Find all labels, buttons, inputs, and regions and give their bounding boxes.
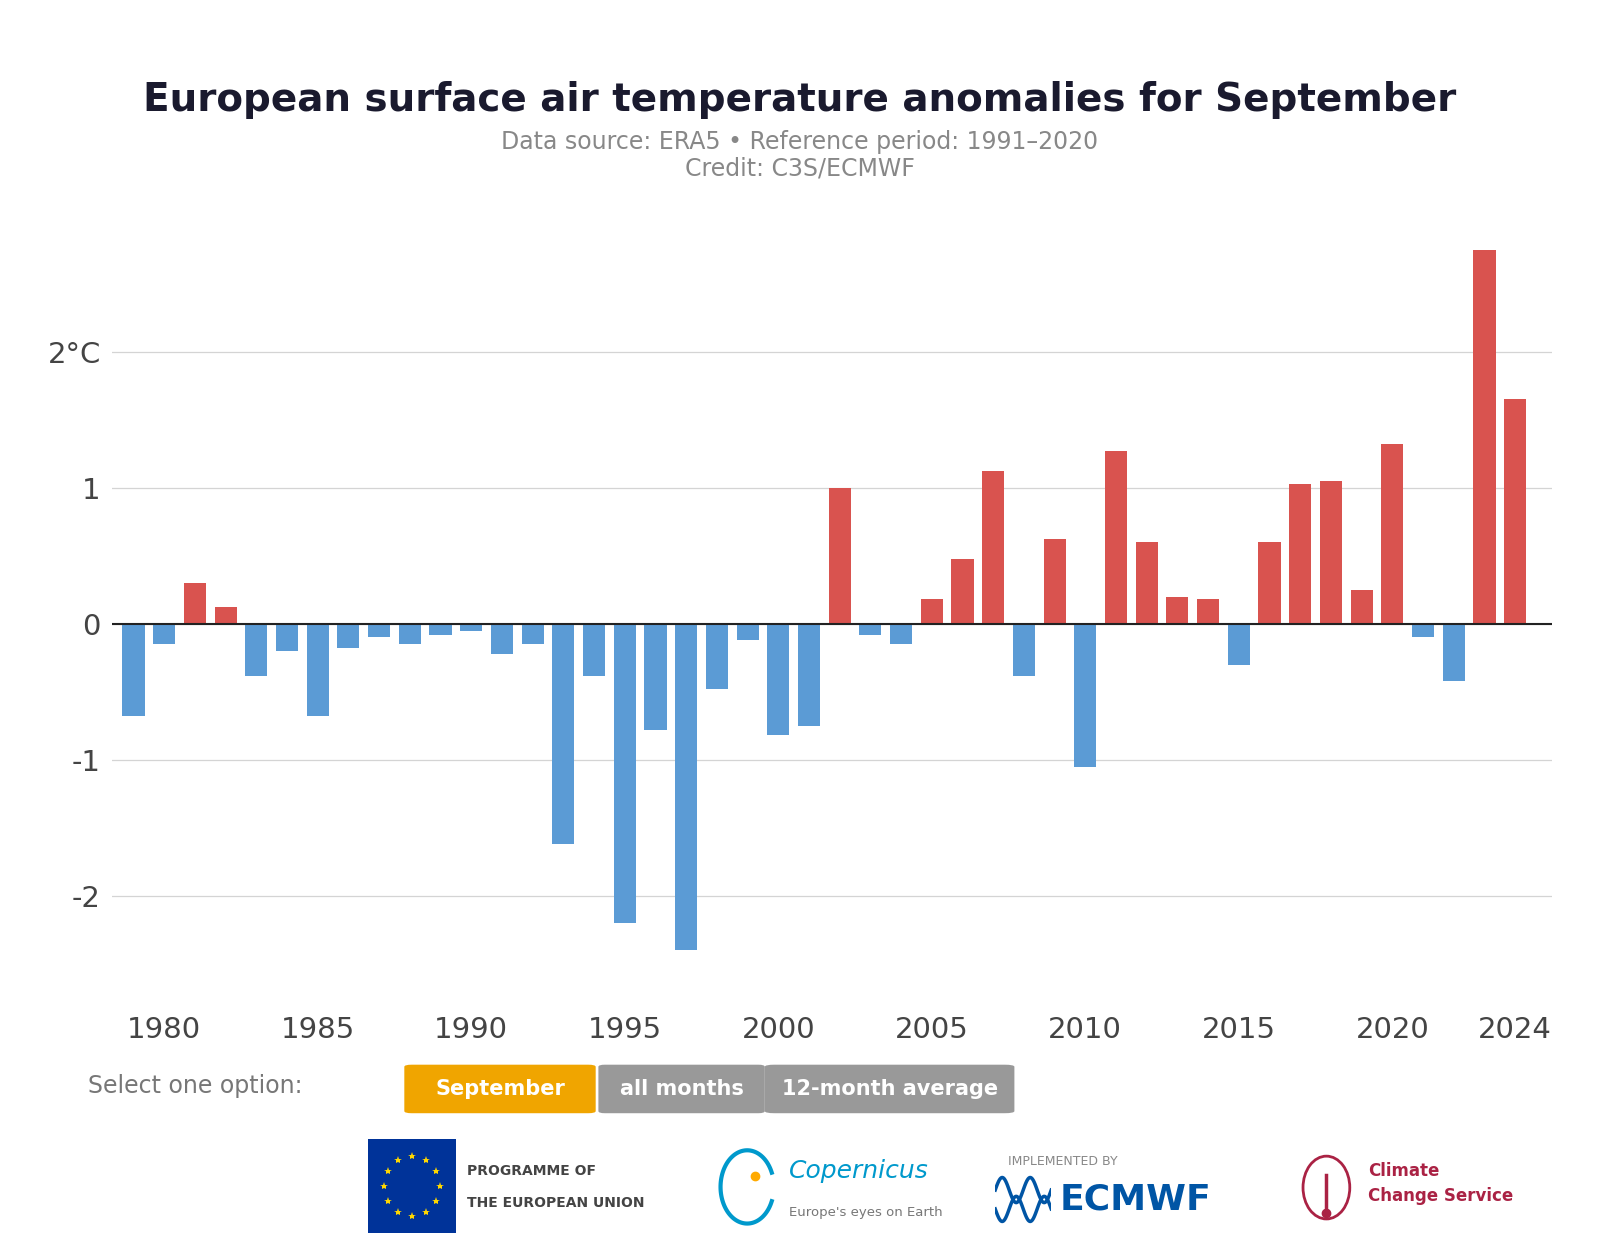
Bar [307,624,328,716]
Text: all months: all months [619,1079,744,1099]
Bar [1411,624,1434,637]
Bar [398,624,421,644]
Bar [154,624,176,644]
Text: ECMWF: ECMWF [1059,1182,1211,1217]
Text: THE EUROPEAN UNION: THE EUROPEAN UNION [467,1196,645,1211]
FancyBboxPatch shape [765,1065,1014,1113]
Bar [920,599,942,624]
Bar [1227,624,1250,664]
Bar [245,624,267,676]
Text: Select one option:: Select one option: [88,1074,302,1099]
Bar [1290,484,1312,624]
Bar [768,624,789,735]
Bar [491,624,514,653]
Bar [461,624,482,631]
Bar [1136,543,1158,624]
Bar [429,624,451,634]
Text: European surface air temperature anomalies for September: European surface air temperature anomali… [144,82,1456,119]
Text: Change Service: Change Service [1368,1187,1514,1205]
Bar [890,624,912,644]
Bar [859,624,882,634]
Bar [952,559,973,624]
Bar [275,624,298,651]
Bar [368,624,390,637]
Text: Data source: ERA5 • Reference period: 1991–2020: Data source: ERA5 • Reference period: 19… [501,129,1099,154]
Bar [338,624,360,648]
Text: Credit: C3S/ECMWF: Credit: C3S/ECMWF [685,156,915,181]
Bar [1074,624,1096,766]
Text: 12-month average: 12-month average [781,1079,998,1099]
Bar [1166,597,1189,624]
Text: IMPLEMENTED BY: IMPLEMENTED BY [1008,1156,1118,1168]
Bar [1443,624,1466,681]
Bar [1106,451,1126,624]
Bar [1043,540,1066,624]
Text: Climate: Climate [1368,1162,1440,1179]
Bar [582,624,605,676]
FancyBboxPatch shape [405,1065,595,1113]
Text: PROGRAMME OF: PROGRAMME OF [467,1163,597,1178]
Bar [1381,445,1403,624]
Bar [675,624,698,951]
Bar [1504,399,1526,624]
FancyBboxPatch shape [598,1065,765,1113]
Bar [614,624,635,923]
Bar [214,608,237,624]
Bar [1350,590,1373,624]
Bar [798,624,821,726]
Bar [1474,250,1496,624]
Bar [1320,481,1342,624]
Bar [1013,624,1035,676]
Bar [1259,543,1280,624]
Bar [552,624,574,844]
Bar [736,624,758,641]
Bar [1197,599,1219,624]
Bar [184,583,206,624]
Text: September: September [435,1079,565,1099]
Bar [706,624,728,690]
Bar [645,624,667,730]
Bar [829,487,851,624]
Bar [123,624,144,716]
Text: Europe's eyes on Earth: Europe's eyes on Earth [789,1206,942,1218]
Text: Copernicus: Copernicus [789,1158,928,1183]
Bar [982,471,1005,624]
Bar [522,624,544,644]
